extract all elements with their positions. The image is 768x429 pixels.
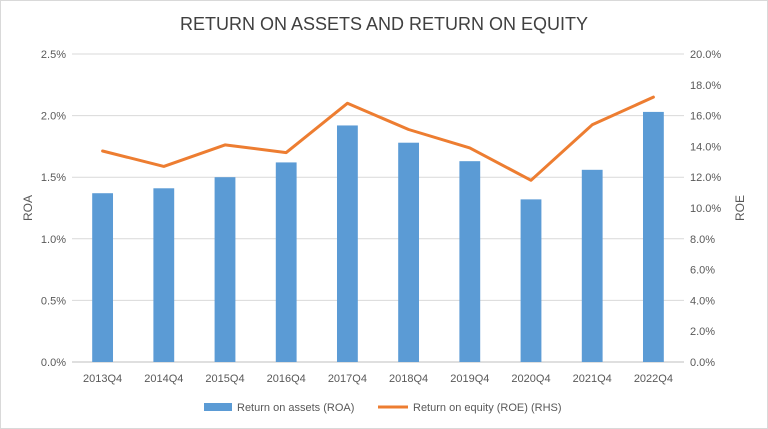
right-axis-ticks: 0.0% 2.0% 4.0% 6.0% 8.0% 10.0% 12.0% 14.0% 16.0%… — [690, 49, 721, 369]
left-tick-label: 2.5% — [41, 49, 66, 61]
legend-label-roa: Return on assets (ROA) — [237, 402, 354, 414]
legend-label-roe: Return on equity (ROE) (RHS) — [413, 402, 562, 414]
left-tick-label: 1.5% — [41, 172, 66, 184]
roa-bars — [92, 111, 664, 363]
x-tick-label: 2022Q4 — [634, 373, 673, 385]
right-tick-label: 2.0% — [690, 326, 715, 338]
y-axis-title-right: ROE — [733, 195, 747, 221]
roa-bar — [398, 142, 420, 362]
right-tick-label: 6.0% — [690, 265, 715, 277]
right-tick-label: 10.0% — [690, 203, 721, 215]
roa-bar — [214, 177, 236, 362]
roa-bar — [92, 193, 114, 362]
right-tick-label: 14.0% — [690, 141, 721, 153]
legend: Return on assets (ROA) Return on equity … — [204, 402, 562, 414]
right-tick-label: 4.0% — [690, 295, 715, 307]
left-tick-label: 0.5% — [41, 295, 66, 307]
roe-line — [101, 95, 655, 182]
left-tick-label: 2.0% — [41, 111, 66, 123]
right-tick-label: 18.0% — [690, 80, 721, 92]
y-axis-title-left: ROA — [21, 195, 35, 221]
legend-swatch-roa — [204, 403, 232, 411]
roa-bar — [642, 111, 664, 363]
left-tick-label: 0.0% — [41, 357, 66, 369]
x-tick-label: 2016Q4 — [267, 373, 306, 385]
x-tick-label: 2021Q4 — [573, 373, 612, 385]
roa-bar — [336, 125, 358, 363]
roa-bar — [275, 162, 297, 362]
x-tick-label: 2020Q4 — [511, 373, 550, 385]
right-tick-label: 0.0% — [690, 357, 715, 369]
left-tick-label: 1.0% — [41, 234, 66, 246]
right-tick-label: 20.0% — [690, 49, 721, 61]
roa-bar — [459, 161, 481, 362]
right-tick-label: 16.0% — [690, 111, 721, 123]
x-tick-label: 2014Q4 — [144, 373, 183, 385]
x-tick-label: 2013Q4 — [83, 373, 122, 385]
roe-line-path — [101, 95, 655, 182]
x-tick-label: 2015Q4 — [205, 373, 244, 385]
right-tick-label: 12.0% — [690, 172, 721, 184]
x-tick-label: 2019Q4 — [450, 373, 489, 385]
right-tick-label: 8.0% — [690, 234, 715, 246]
x-tick-label: 2017Q4 — [328, 373, 367, 385]
roa-bar — [520, 199, 542, 362]
x-axis-ticks: 2013Q4 2014Q4 2015Q4 2016Q4 2017Q4 2018Q4 2019… — [83, 373, 673, 385]
left-axis-ticks: 0.0% 0.5% 1.0% 1.5% 2.0% 2.5% — [41, 49, 66, 369]
roa-bar — [581, 169, 603, 362]
x-tick-label: 2018Q4 — [389, 373, 428, 385]
chart-title: RETURN ON ASSETS AND RETURN ON EQUITY — [180, 14, 588, 34]
roa-bar — [153, 188, 175, 362]
